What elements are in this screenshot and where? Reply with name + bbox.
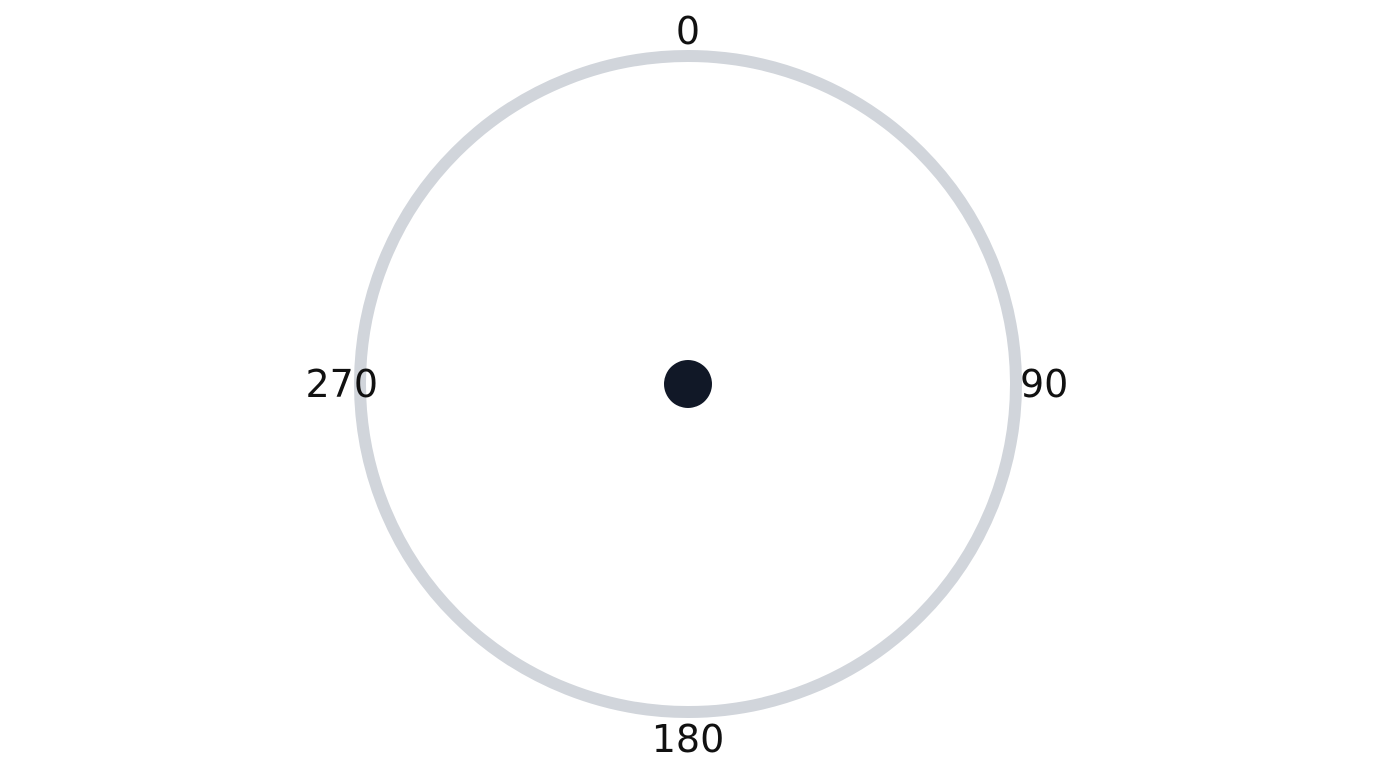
dial-ring[interactable] <box>354 50 1022 718</box>
dial-label-180: 180 <box>651 717 725 761</box>
dial-label-90: 90 <box>1020 362 1069 406</box>
dial-label-0: 0 <box>675 9 701 53</box>
dial-label-270: 270 <box>305 362 378 406</box>
dial-center-knob[interactable] <box>664 360 712 408</box>
